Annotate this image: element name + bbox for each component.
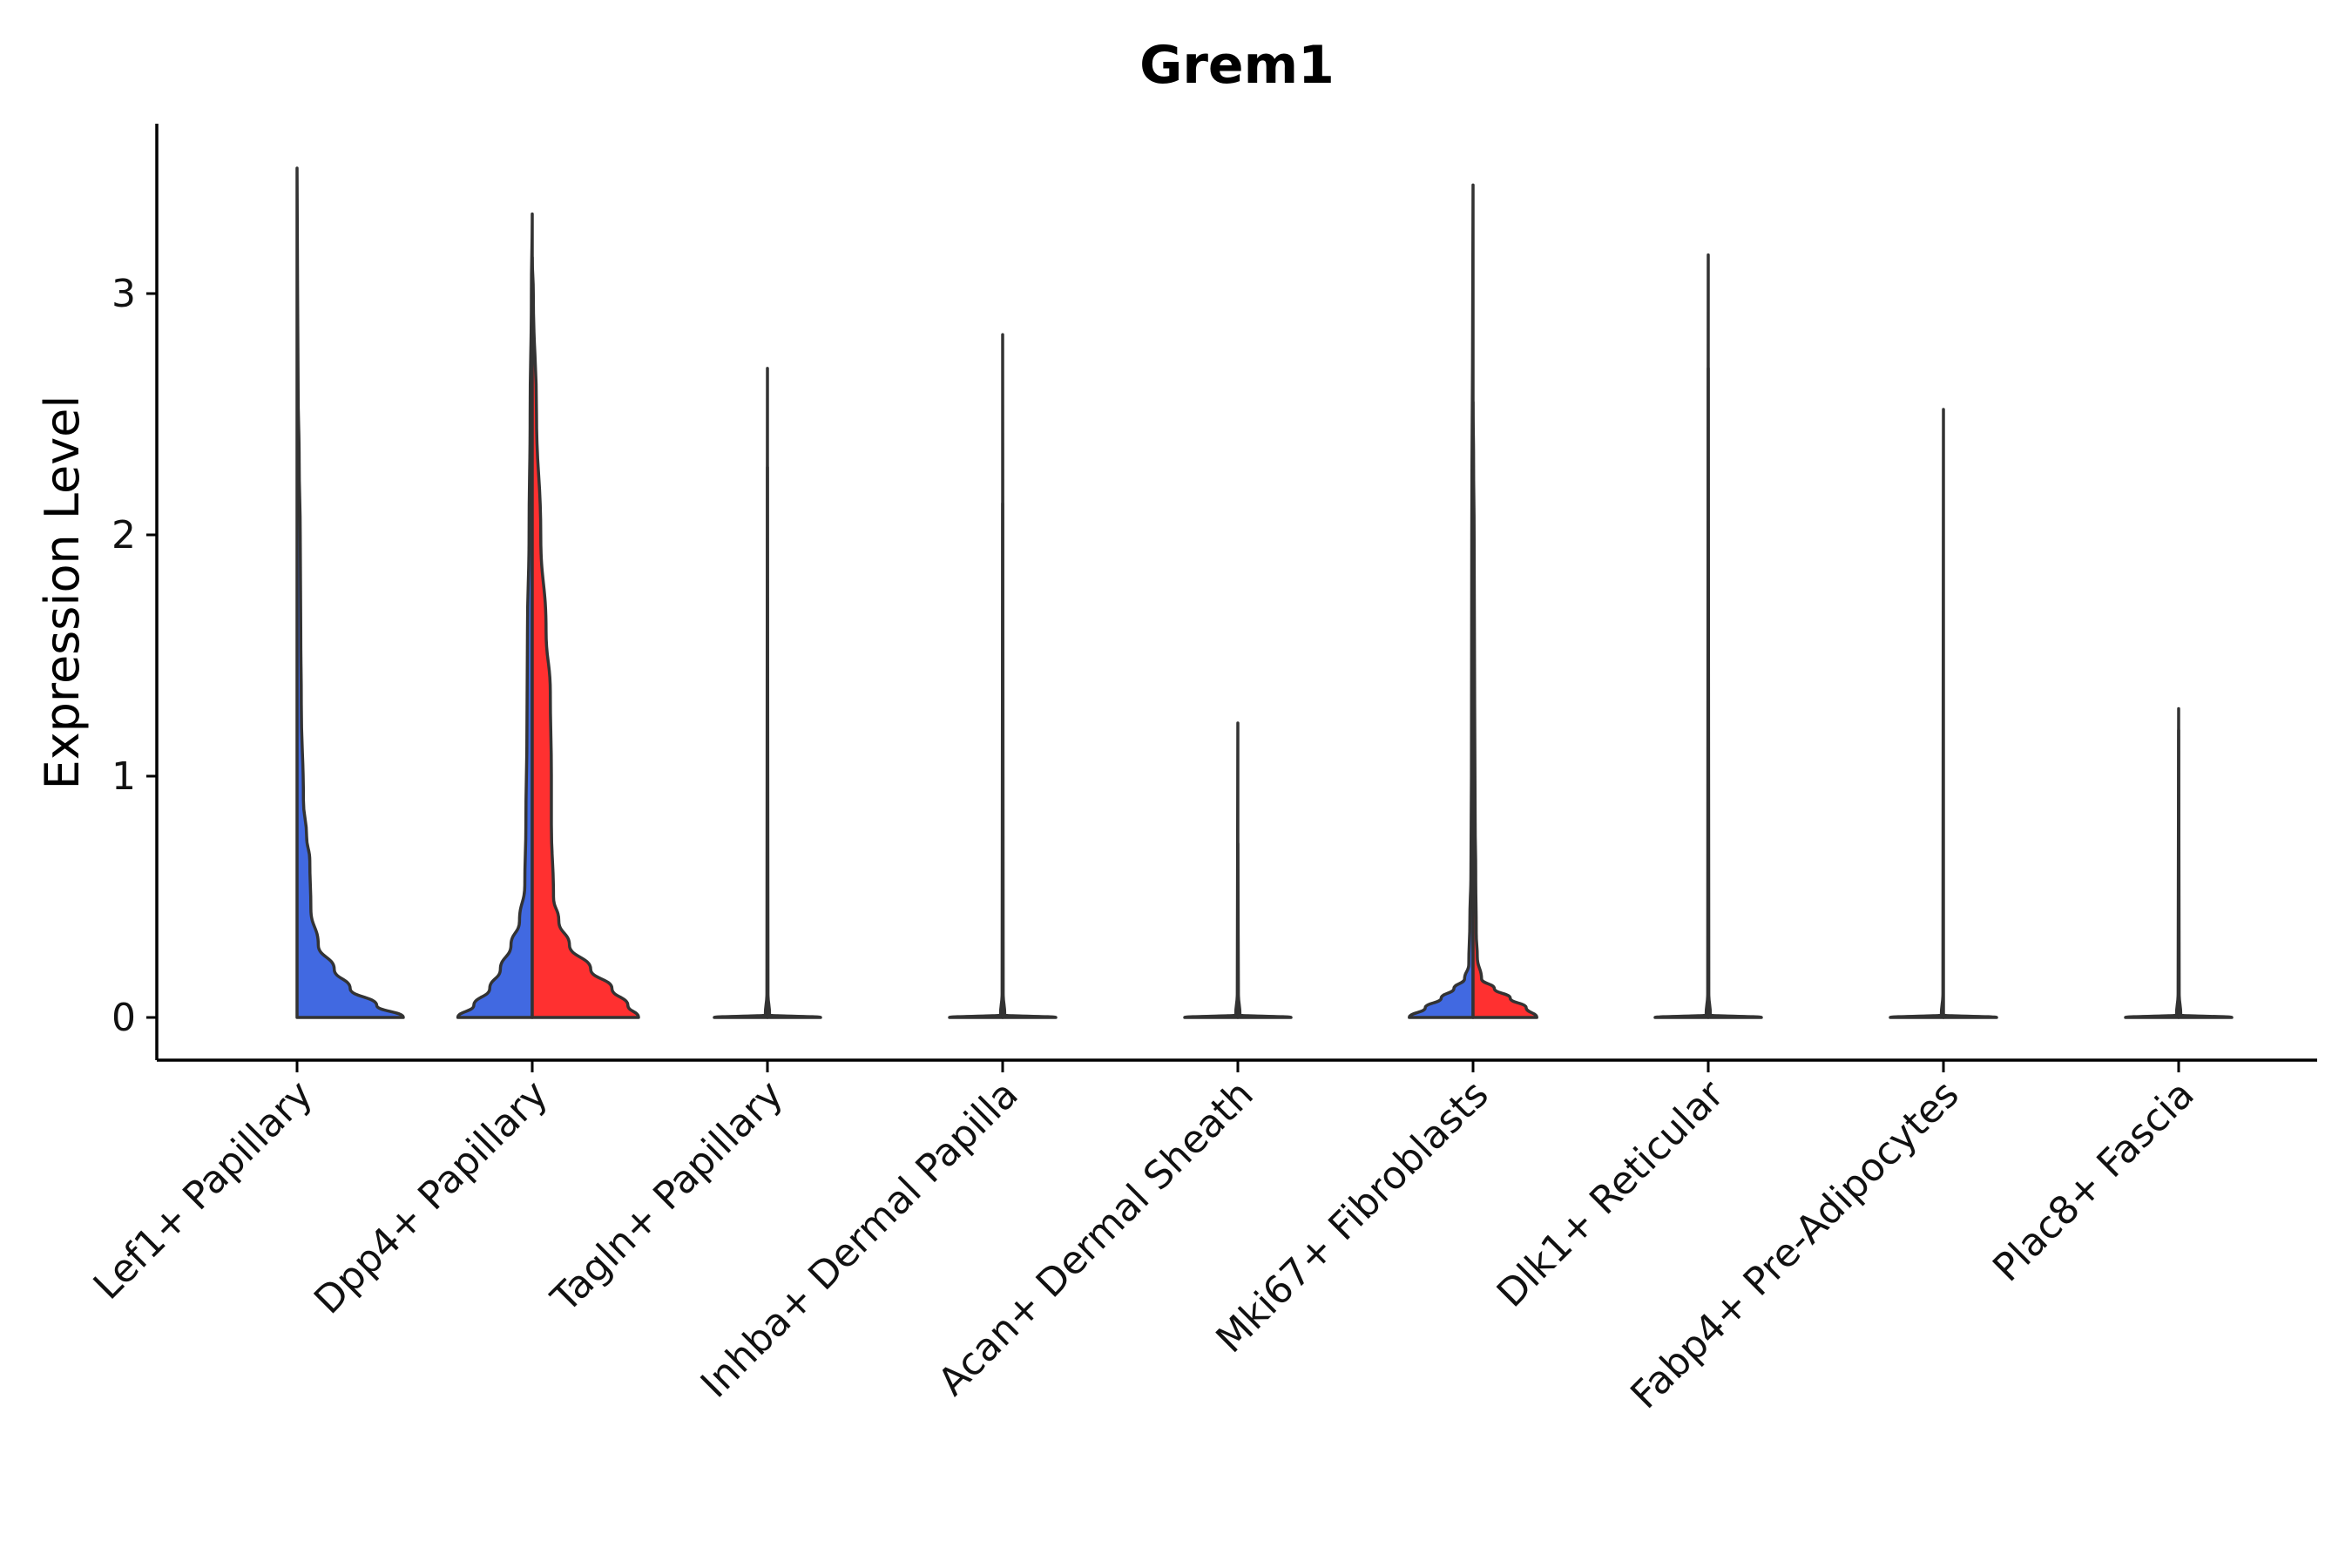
violin-left-blue bbox=[948, 502, 1004, 1019]
violin-layer bbox=[295, 166, 2234, 1019]
violin-right-red bbox=[1942, 1013, 1998, 1019]
y-axis-label: Expression Level bbox=[35, 395, 90, 790]
violin-right-red bbox=[1001, 333, 1058, 1019]
violin-left-blue bbox=[713, 367, 769, 1019]
x-category-label: Plac8+ Fascia bbox=[1984, 1072, 2203, 1291]
violin-right-red bbox=[531, 255, 640, 1019]
violin-left-blue bbox=[456, 212, 534, 1019]
violin-right-red bbox=[1707, 367, 1763, 1019]
x-category-label: Lef1+ Papillary bbox=[85, 1072, 321, 1308]
x-category-label: Dpp4+ Papillary bbox=[306, 1072, 557, 1323]
y-ticks: 0 1 2 3 bbox=[112, 272, 157, 1040]
violin-right-red bbox=[2177, 728, 2234, 1019]
x-category-label: Tagln+ Papillary bbox=[543, 1072, 792, 1321]
violin-left-blue bbox=[1183, 721, 1240, 1019]
y-tick-label: 1 bbox=[112, 754, 136, 799]
y-tick-label: 0 bbox=[112, 996, 136, 1040]
violin-left-blue bbox=[1653, 253, 1710, 1019]
violin-left-blue bbox=[2124, 706, 2180, 1019]
y-tick-label: 3 bbox=[112, 272, 136, 316]
violin-left-blue bbox=[1408, 183, 1475, 1019]
y-tick-label: 2 bbox=[112, 513, 136, 558]
violin-right-blue bbox=[295, 166, 405, 1019]
x-category-label: Mki67+ Fibroblasts bbox=[1207, 1072, 1497, 1362]
violin-left-blue bbox=[1889, 408, 1945, 1019]
x-category-label: Dlk1+ Reticular bbox=[1489, 1071, 1734, 1316]
chart-title: Grem1 bbox=[1139, 35, 1335, 96]
violin-right-red bbox=[1236, 841, 1293, 1019]
violin-right-red bbox=[1471, 400, 1538, 1019]
violin-right-red bbox=[766, 465, 822, 1019]
